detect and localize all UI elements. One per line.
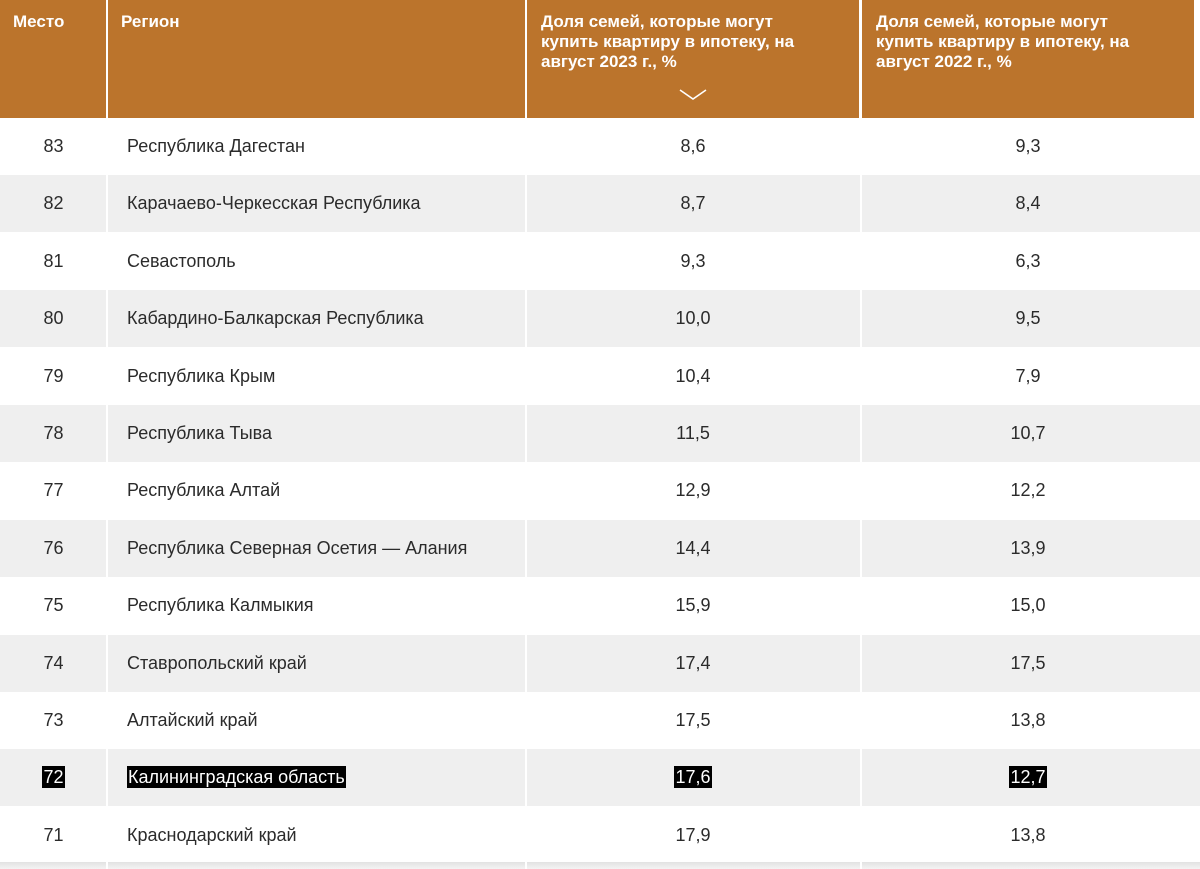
column-header-rank[interactable]: Место (0, 0, 106, 118)
cell-share-2023: 9,3 (680, 251, 706, 271)
column-header-share-2022-label: Доля семей, которые могут купить квартир… (876, 12, 1130, 71)
table-row: 81 Севастополь 9,3 6,3 (0, 233, 1200, 290)
cell-region: Республика Алтай (127, 480, 281, 500)
cell-share-2022: 10,7 (1010, 423, 1046, 443)
cell-rank: 72 (42, 766, 65, 788)
cell-share-2022: 13,8 (1010, 710, 1046, 730)
cell-rank: 81 (43, 251, 64, 271)
cell-rank: 76 (43, 538, 64, 558)
cell-region: Калининградская область (127, 766, 346, 788)
cell-region: Севастополь (127, 251, 236, 271)
table-row: 80 Кабардино-Балкарская Республика 10,0 9,5 (0, 290, 1200, 347)
cell-share-2022: 13,9 (1010, 538, 1046, 558)
table-row: 76 Республика Северная Осетия — Алания 14,… (0, 520, 1200, 577)
cell-region: Республика Крым (127, 366, 276, 386)
cell-share-2022: 13,8 (1010, 825, 1046, 845)
cell-rank: 77 (43, 480, 64, 500)
table-row-highlighted: 72 Калининградская область 17,6 12,7 (0, 749, 1200, 806)
table-row-partial (0, 862, 1200, 869)
cell-rank: 73 (43, 710, 64, 730)
cell-region: Краснодарский край (127, 825, 297, 845)
table-row: 78 Республика Тыва 11,5 10,7 (0, 405, 1200, 462)
cell-region: Кабардино-Балкарская Республика (127, 308, 424, 328)
cell-share-2022: 8,4 (1015, 193, 1041, 213)
cell-rank: 74 (43, 653, 64, 673)
column-header-share-2023[interactable]: Доля семей, которые могут купить квартир… (527, 0, 859, 118)
table-row: 73 Алтайский край 17,5 13,8 (0, 692, 1200, 749)
cell-share-2023: 17,9 (675, 825, 711, 845)
cell-rank: 75 (43, 595, 64, 615)
cell-share-2023: 15,9 (675, 595, 711, 615)
cell-region: Республика Тыва (127, 423, 273, 443)
chevron-down-icon[interactable] (677, 86, 709, 102)
cell-share-2023: 17,6 (674, 766, 712, 788)
table-row: 83 Республика Дагестан 8,6 9,3 (0, 118, 1200, 175)
cell-share-2022: 6,3 (1015, 251, 1041, 271)
cell-share-2022: 9,3 (1015, 136, 1041, 156)
cell-share-2022: 7,9 (1015, 366, 1041, 386)
cell-share-2022: 15,0 (1010, 595, 1046, 615)
cell-share-2023: 17,4 (675, 653, 711, 673)
cell-region: Республика Северная Осетия — Алания (127, 538, 468, 558)
table-row: 75 Республика Калмыкия 15,9 15,0 (0, 577, 1200, 634)
column-header-share-2023-label: Доля семей, которые могут купить квартир… (541, 12, 795, 71)
cell-region: Алтайский край (127, 710, 258, 730)
cell-share-2022: 17,5 (1010, 653, 1046, 673)
table-row: 71 Краснодарский край 17,9 13,8 (0, 807, 1200, 864)
cell-region: Республика Калмыкия (127, 595, 314, 615)
cell-region: Республика Дагестан (127, 136, 305, 156)
cell-share-2022: 12,7 (1009, 766, 1047, 788)
cell-rank: 83 (43, 136, 64, 156)
cell-region: Карачаево-Черкесская Республика (127, 193, 421, 213)
cell-share-2022: 12,2 (1010, 480, 1046, 500)
cell-rank: 82 (43, 193, 64, 213)
cell-share-2023: 12,9 (675, 480, 711, 500)
table-row: 79 Республика Крым 10,4 7,9 (0, 348, 1200, 405)
cell-rank: 79 (43, 366, 64, 386)
table-row: 77 Республика Алтай 12,9 12,2 (0, 462, 1200, 519)
table-row: 82 Карачаево-Черкесская Республика 8,7 8,4 (0, 175, 1200, 232)
cell-share-2023: 17,5 (675, 710, 711, 730)
cell-share-2023: 11,5 (676, 423, 710, 443)
cell-share-2022: 9,5 (1015, 308, 1041, 328)
cell-rank: 71 (43, 825, 64, 845)
cell-rank: 78 (43, 423, 64, 443)
table-row: 74 Ставропольский край 17,4 17,5 (0, 635, 1200, 692)
cell-share-2023: 10,4 (675, 366, 711, 386)
cell-share-2023: 14,4 (675, 538, 711, 558)
column-header-share-2022[interactable]: Доля семей, которые могут купить квартир… (862, 0, 1194, 118)
cell-region: Ставропольский край (127, 653, 307, 673)
cell-share-2023: 10,0 (675, 308, 711, 328)
column-header-region[interactable]: Регион (108, 0, 525, 118)
cell-rank: 80 (43, 308, 64, 328)
cell-share-2023: 8,7 (680, 193, 706, 213)
cell-share-2023: 8,6 (680, 136, 706, 156)
